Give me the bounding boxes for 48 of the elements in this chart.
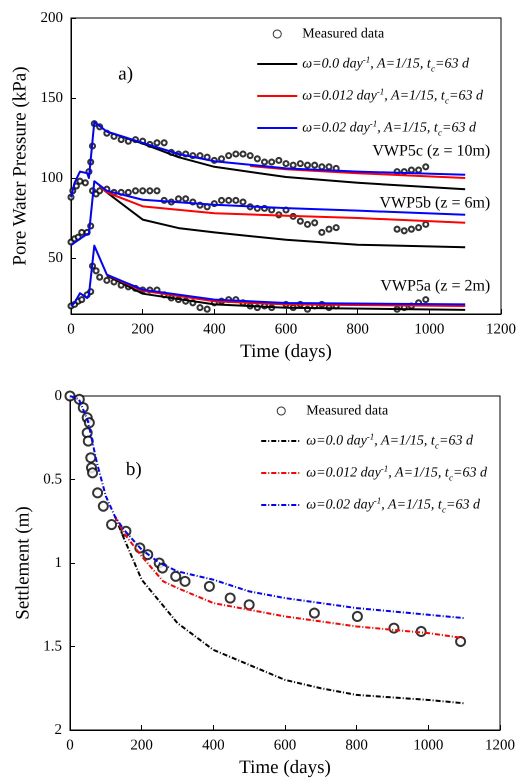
x-tick-label: 1000 [414, 322, 444, 338]
point [87, 467, 98, 478]
x-axis-title: Time (days) [240, 340, 332, 362]
point [85, 452, 96, 464]
annotation: b) [126, 458, 142, 480]
point [224, 592, 236, 604]
x-tick-label: 400 [202, 738, 225, 754]
x-tick-label: 0 [66, 738, 74, 754]
annotation: VWP5a (z = 2m) [380, 277, 490, 294]
legend-label: Measured data [306, 404, 390, 418]
x-tick-label: 0 [67, 322, 75, 338]
x-tick-label: 200 [130, 738, 153, 754]
point [455, 636, 466, 647]
point [170, 570, 182, 582]
point [308, 608, 320, 619]
y-tick-label: 1.5 [43, 638, 62, 654]
x-tick-label: 400 [203, 322, 226, 338]
annotation: a) [118, 64, 134, 85]
y-tick-label: 0.5 [43, 472, 62, 488]
x-tick-label: 1200 [486, 322, 516, 338]
x-axis-title: Time (days) [239, 756, 331, 778]
point [106, 519, 118, 530]
y-tick-label: 2 [54, 722, 62, 738]
y-axis-title: Settlement (m) [12, 506, 34, 620]
y-tick-label: 50 [48, 250, 63, 266]
y-tick-label: 0 [54, 388, 62, 404]
point [244, 599, 255, 610]
y-tick-label: 150 [40, 90, 63, 106]
y-tick-label: 100 [40, 170, 63, 186]
x-tick-label: 1000 [413, 738, 444, 754]
point [98, 500, 109, 512]
y-tick-label: 1 [54, 555, 62, 571]
x-tick-label: 800 [345, 738, 368, 754]
point [352, 610, 363, 622]
x-tick-label: 800 [346, 322, 369, 338]
x-tick-label: 1200 [485, 738, 515, 754]
x-tick-label: 200 [131, 322, 154, 338]
annotation: VWP5c (z = 10m) [372, 142, 490, 160]
annotation: VWP5b (z = 6m) [379, 194, 490, 212]
point [92, 487, 104, 498]
line-series [249, 165, 466, 179]
x-tick-label: 600 [274, 738, 296, 754]
x-tick-label: 600 [274, 322, 298, 338]
legend-label: Measured data [302, 26, 386, 42]
point [180, 576, 191, 587]
y-axis-title: Pore Water Pressure (kPa) [10, 66, 31, 266]
y-tick-label: 200 [40, 10, 63, 26]
point [204, 580, 215, 592]
